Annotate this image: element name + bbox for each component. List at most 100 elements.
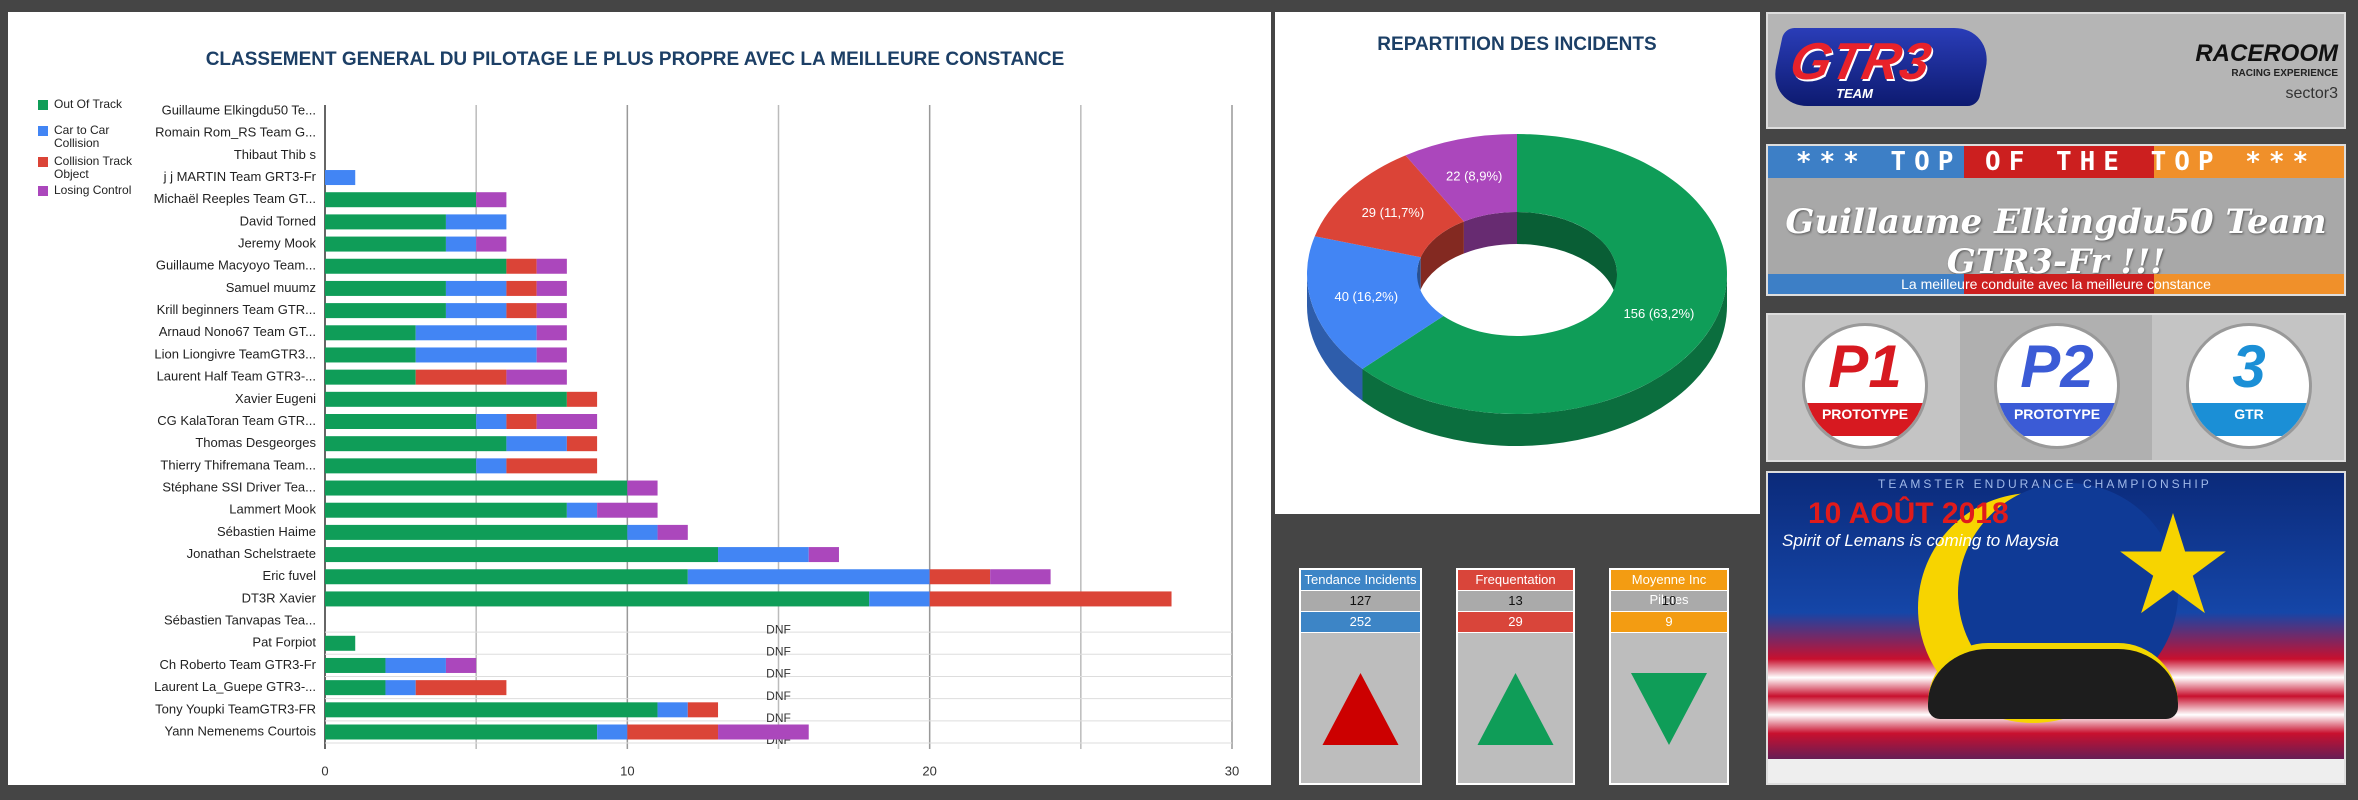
bar-segment — [566, 391, 598, 407]
top-banner: *** TOP OF THE TOP *** Guillaume Elkingd… — [1766, 144, 2346, 296]
bar-chart: CLASSEMENT GENERAL DU PILOTAGE LE PLUS P… — [38, 49, 1239, 778]
donut-slice — [1405, 134, 1517, 222]
sector3-text: sector3 — [2285, 85, 2338, 102]
row-note: DNF — [766, 644, 791, 658]
bar-segment — [506, 303, 537, 319]
row-note: DNF — [766, 689, 791, 703]
y-tick-label: Samuel muumz — [226, 280, 316, 295]
badge-circle: P1 PROTOTYPE — [1802, 323, 1928, 449]
bar-segment — [325, 214, 446, 230]
bar-segment — [415, 325, 537, 341]
raceroom-text: RACEROOM — [2195, 40, 2338, 67]
poster-header: TEAMSTER ENDURANCE CHAMPIONSHIP — [1878, 477, 2212, 491]
bar-segment — [506, 258, 537, 274]
bar-segment — [325, 236, 446, 252]
event-poster: TEAMSTER ENDURANCE CHAMPIONSHIP 10 AOÛT … — [1766, 471, 2346, 785]
y-tick-label: Lion Liongivre TeamGTR3... — [154, 346, 316, 361]
poster-date: 10 AOÛT 2018 — [1808, 497, 2009, 530]
donut-slice — [1307, 236, 1444, 369]
bar-segment — [325, 524, 628, 540]
kpi-title: Moyenne Inc Pilotes — [1611, 570, 1727, 607]
bar-segment — [536, 280, 567, 296]
bar-segment — [415, 369, 507, 385]
bar-segment — [325, 258, 507, 274]
kpi-indicator — [1477, 673, 1554, 745]
badge-cell: P2 PROTOTYPE — [1960, 315, 2152, 460]
legend-swatch — [38, 186, 48, 196]
kpi-current: 29 — [1458, 612, 1573, 633]
bar-segment — [445, 236, 477, 252]
bar-segment — [385, 680, 416, 696]
raceroom-sub: RACING EXPERIENCE — [2231, 68, 2338, 79]
bar-segment — [808, 547, 839, 563]
y-tick-label: Romain Rom_RS Team G... — [155, 125, 316, 140]
bar-segment — [869, 591, 930, 607]
trend-triangle — [1631, 673, 1707, 745]
bar-segment — [718, 724, 809, 740]
legend-label: Losing Control — [54, 183, 132, 197]
y-tick-label: CG KalaToran Team GTR... — [157, 413, 316, 428]
y-tick-label: Guillaume Elkingdu50 Te... — [162, 102, 316, 117]
bar-segment — [627, 524, 658, 540]
bar-segment — [476, 458, 507, 474]
y-tick-label: Guillaume Macyoyo Team... — [156, 258, 316, 273]
row-note: DNF — [766, 667, 791, 681]
badge-small: PROTOTYPE — [1997, 403, 2117, 436]
y-tick-label: Sébastien Tanvapas Tea... — [164, 613, 316, 628]
slice-outer-wall — [1307, 274, 1363, 401]
slice-inner-wall — [1517, 212, 1617, 306]
x-tick-label: 0 — [321, 763, 328, 778]
slice-label: 22 (8,9%) — [1446, 168, 1502, 183]
kpi-card: Moyenne Inc Pilotes109 — [1609, 568, 1729, 785]
y-tick-label: Jonathan Schelstraete — [187, 546, 316, 561]
bar-segment — [325, 502, 567, 518]
row-note: DNF — [766, 622, 791, 636]
bar-segment — [325, 347, 416, 363]
badge-small: GTR — [2189, 403, 2309, 436]
bar-segment — [476, 236, 507, 252]
y-tick-label: Tony Youpki TeamGTR3-FR — [155, 701, 316, 716]
slice-inner-wall — [1463, 212, 1517, 254]
bar-segment — [325, 436, 507, 452]
bar-segment — [325, 591, 870, 607]
bar-segment — [597, 724, 628, 740]
bar-segment — [476, 414, 507, 429]
kpi-title: Tendance Incidents — [1301, 570, 1420, 591]
bar-panel: CLASSEMENT GENERAL DU PILOTAGE LE PLUS P… — [8, 12, 1271, 785]
bar-segment — [415, 347, 537, 363]
kpi-previous: 13 — [1458, 591, 1573, 612]
team-text: TEAM — [1834, 86, 1875, 101]
y-tick-label: Yann Nemenems Courtois — [165, 723, 317, 738]
slice-outer-wall — [1362, 274, 1727, 446]
bar-segment — [325, 635, 356, 651]
bar-segment — [325, 192, 477, 208]
bar-segment — [325, 303, 446, 319]
bar-segment — [445, 657, 477, 673]
bar-segment — [325, 280, 446, 296]
y-tick-label: Thomas Desgeorges — [195, 435, 316, 450]
badge-circle: P2 PROTOTYPE — [1994, 323, 2120, 449]
legend-swatch — [38, 126, 48, 136]
poster-tagline: Spirit of Lemans is coming to Maysia — [1782, 531, 2059, 550]
y-tick-label: Jeremy Mook — [238, 236, 317, 251]
bar-segment — [325, 391, 567, 407]
bar-segment — [929, 569, 991, 585]
donut-slice — [1362, 134, 1727, 415]
bar-segment — [506, 458, 598, 474]
row-note: DNF — [766, 711, 791, 725]
y-tick-label: Thibaut Thib s — [234, 147, 317, 162]
badge-big: P1 — [1828, 333, 1902, 400]
y-tick-label: Eric fuvel — [263, 568, 317, 583]
x-tick-label: 20 — [922, 763, 936, 778]
slice-inner-wall — [1420, 221, 1464, 290]
bar-segment — [506, 369, 567, 385]
bar-segment — [536, 414, 598, 429]
trend-triangle — [1477, 673, 1554, 745]
bar-segment — [476, 192, 507, 208]
bar-segment — [325, 325, 416, 341]
banner-bottom-text: La meilleure conduite avec la meilleure … — [1901, 276, 2211, 292]
banner-top-bar: *** TOP OF THE TOP *** — [1768, 146, 2344, 178]
y-tick-label: Arnaud Nono67 Team GT... — [159, 324, 316, 339]
bar-segment — [929, 591, 1172, 607]
bar-segment — [657, 702, 688, 718]
